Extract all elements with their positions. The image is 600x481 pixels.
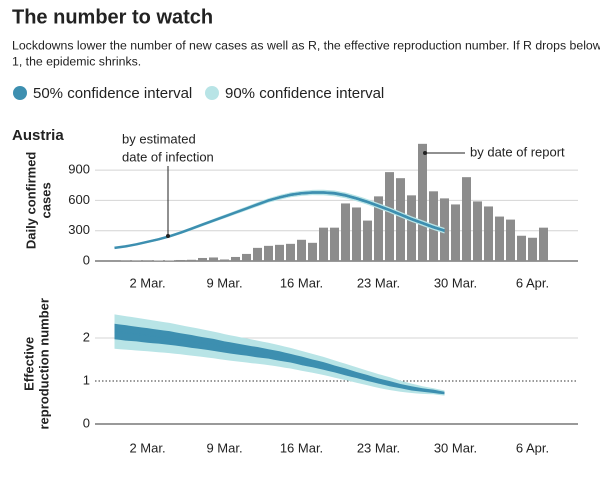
bar [209, 257, 218, 261]
title: The number to watch [12, 6, 213, 28]
y-tick-label: 2 [83, 329, 90, 344]
y-axis-label: Daily confirmed [23, 152, 38, 250]
annotation: date of infection [122, 149, 214, 164]
x-tick-label: 23 Mar. [357, 440, 400, 455]
bar [495, 216, 504, 261]
bar [165, 260, 174, 261]
annotation-dot [166, 234, 170, 238]
bar [253, 247, 262, 261]
x-tick-label: 2 Mar. [129, 275, 165, 290]
bar [242, 253, 251, 261]
bar [297, 239, 306, 261]
bar [484, 206, 493, 261]
x-tick-label: 30 Mar. [434, 440, 477, 455]
annotation: by date of report [470, 144, 565, 159]
x-tick-label: 2 Mar. [129, 440, 165, 455]
bar [187, 259, 196, 261]
y-tick-label: 900 [68, 162, 90, 177]
x-tick-label: 23 Mar. [357, 275, 400, 290]
bar [275, 244, 284, 261]
legend-label: 50% confidence interval [33, 85, 192, 102]
bar [517, 235, 526, 261]
bar [220, 259, 229, 261]
bar [176, 259, 185, 261]
y-tick-label: 300 [68, 222, 90, 237]
x-tick-label: 6 Apr. [516, 440, 549, 455]
bar [506, 219, 515, 261]
y-axis-label: Effective [21, 337, 36, 391]
x-tick-label: 9 Mar. [206, 275, 242, 290]
x-tick-label: 9 Mar. [206, 440, 242, 455]
y-tick-label: 0 [83, 415, 90, 430]
x-tick-label: 16 Mar. [280, 275, 323, 290]
line [114, 331, 445, 394]
bar [396, 178, 405, 261]
bar [462, 177, 471, 261]
bar [528, 237, 537, 261]
bar [154, 260, 163, 261]
y-tick-label: 600 [68, 192, 90, 207]
bar [286, 243, 295, 261]
bar [363, 220, 372, 261]
bar [231, 256, 240, 261]
bar [385, 172, 394, 261]
annotation-dot [423, 151, 427, 155]
subtitle: Lockdowns lower the number of new cases … [12, 38, 600, 52]
bar [473, 201, 482, 261]
bar [352, 207, 361, 261]
legend-swatch [205, 86, 219, 100]
bar [407, 195, 416, 261]
bar [308, 242, 317, 261]
bar [341, 203, 350, 261]
bar [319, 227, 328, 261]
x-tick-label: 16 Mar. [280, 440, 323, 455]
subtitle: 1, the epidemic shrinks. [12, 54, 141, 68]
y-axis-label: cases [38, 182, 53, 218]
legend-label: 90% confidence interval [225, 85, 384, 102]
bar [451, 204, 460, 261]
bar [264, 245, 273, 261]
annotation: by estimated [122, 131, 196, 146]
x-tick-label: 6 Apr. [516, 275, 549, 290]
bar [418, 143, 427, 261]
y-axis-label: reproduction number [36, 298, 51, 429]
x-tick-label: 30 Mar. [434, 275, 477, 290]
bar [374, 196, 383, 261]
bar [330, 227, 339, 261]
y-tick-label: 0 [83, 252, 90, 267]
legend-swatch [13, 86, 27, 100]
y-tick-label: 1 [83, 372, 90, 387]
bar [539, 227, 548, 261]
bar [198, 257, 207, 261]
panel-label: Austria [12, 127, 64, 144]
